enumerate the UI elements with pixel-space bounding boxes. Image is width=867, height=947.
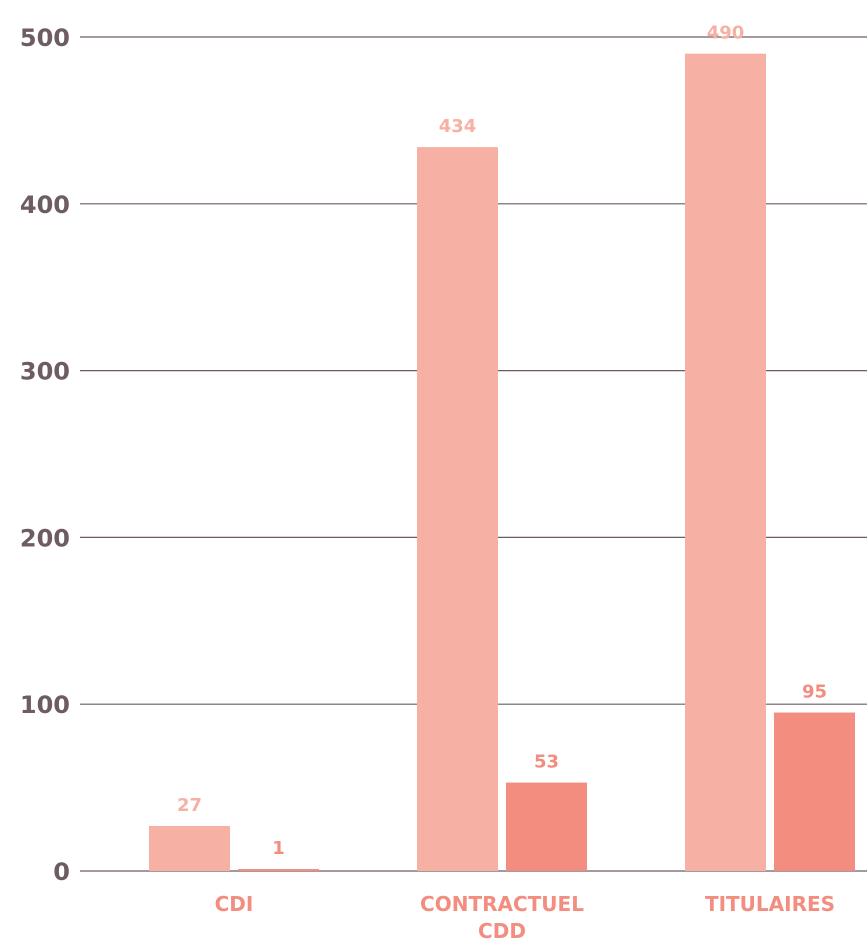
x-tick-label: CONTRACTUEL [420, 892, 584, 916]
x-tick-label: CDD [478, 919, 526, 943]
y-tick-label: 0 [53, 858, 70, 886]
x-axis-ticks: CDI CONTRACTUEL CDD TITULAIRES [215, 892, 835, 943]
x-tick-label: TITULAIRES [705, 892, 835, 916]
bar [417, 147, 498, 871]
y-tick-label: 400 [20, 191, 70, 219]
y-tick-label: 300 [20, 358, 70, 386]
bar [506, 782, 587, 871]
bar [238, 869, 319, 871]
data-label: 53 [534, 752, 559, 773]
data-label: 1 [272, 838, 285, 859]
bar [774, 712, 855, 871]
bar [149, 825, 230, 871]
bar [685, 53, 766, 872]
y-axis-ticks: 0 100 200 300 400 500 [20, 24, 70, 886]
data-label: 434 [439, 116, 477, 137]
y-tick-label: 200 [20, 524, 70, 552]
y-tick-label: 100 [20, 691, 70, 719]
data-label: 27 [177, 795, 202, 816]
data-labels: 27 434 490 1 53 95 [177, 23, 827, 859]
data-label: 490 [707, 23, 745, 44]
bars [149, 53, 855, 872]
x-tick-label: CDI [215, 892, 254, 916]
y-tick-label: 500 [20, 24, 70, 52]
data-label: 95 [802, 682, 827, 703]
